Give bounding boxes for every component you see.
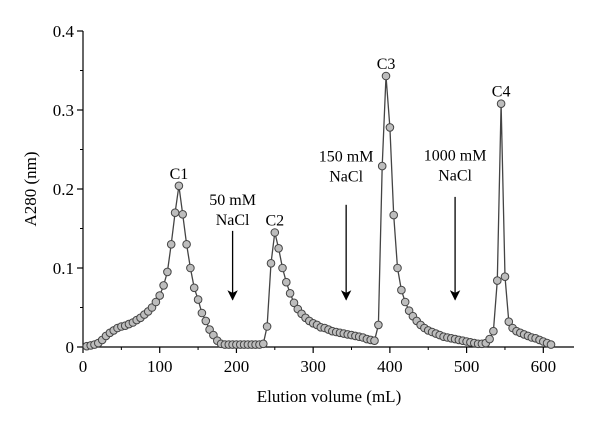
data-point <box>374 320 383 330</box>
x-tick-label: 500 <box>454 357 480 376</box>
data-point <box>385 123 395 132</box>
data-point <box>282 277 291 287</box>
y-tick-label: 0 <box>66 338 75 357</box>
salt-label-name: NaCl <box>438 168 472 185</box>
x-tick-label: 0 <box>79 357 88 376</box>
data-point <box>182 240 191 249</box>
data-point <box>170 208 180 217</box>
peak-label: C2 <box>265 212 284 229</box>
x-tick-label: 600 <box>531 357 557 376</box>
y-tick-label: 0.1 <box>53 259 74 278</box>
data-point <box>151 297 161 307</box>
data-point <box>397 285 406 295</box>
data-point <box>389 210 399 220</box>
data-point <box>400 297 410 307</box>
x-tick-label: 200 <box>224 357 250 376</box>
annotation-layer: C1 C2 C3 C4 50 mM NaCl 150 mM NaCl 1000 mM NaCl <box>170 56 511 301</box>
peak-label: C3 <box>377 56 396 73</box>
data-point <box>166 240 176 249</box>
data-point <box>485 334 494 344</box>
x-tick-label: 100 <box>147 357 173 376</box>
data-point <box>174 181 184 191</box>
data-point <box>262 322 272 331</box>
data-point <box>381 71 391 81</box>
x-tick-label: 400 <box>377 357 403 376</box>
data-point <box>274 244 283 253</box>
data-point <box>500 272 510 282</box>
data-point <box>159 281 168 290</box>
data-point <box>193 295 203 304</box>
peak-label: C4 <box>492 84 511 101</box>
data-point <box>270 228 280 237</box>
data-point <box>393 263 402 273</box>
series-layer <box>82 71 556 351</box>
data-point <box>285 289 295 298</box>
salt-label-name: NaCl <box>329 168 363 185</box>
data-point <box>504 317 514 327</box>
data-point <box>278 263 287 273</box>
y-axis-title: A280 (nm) <box>21 151 40 226</box>
data-point <box>289 298 299 308</box>
data-point <box>489 326 498 336</box>
data-point <box>259 339 268 349</box>
data-point <box>197 308 207 318</box>
data-point <box>493 276 502 285</box>
salt-label-concentration: 150 mM <box>319 148 374 165</box>
peak-label: C1 <box>170 166 189 183</box>
data-point <box>266 259 276 268</box>
axes: 0 100 200 300 400 500 600 0 0.1 0.2 0.3 0.4 <box>53 22 574 376</box>
data-point <box>496 99 506 108</box>
data-point <box>201 316 211 326</box>
y-tick-label: 0.3 <box>53 101 74 120</box>
x-axis-title: Elution volume (mL) <box>257 387 401 406</box>
data-point <box>370 336 379 346</box>
data-point <box>546 340 556 349</box>
salt-label-concentration: 1000 mM <box>424 148 487 165</box>
data-point <box>377 161 387 171</box>
data-point <box>163 267 172 277</box>
data-point <box>186 263 195 273</box>
data-point <box>189 283 199 293</box>
x-tick-label: 300 <box>300 357 326 376</box>
y-tick-label: 0.4 <box>53 22 75 41</box>
salt-label-concentration: 50 mM <box>209 192 256 209</box>
y-tick-label: 0.2 <box>53 180 74 199</box>
salt-label-name: NaCl <box>216 212 250 229</box>
data-point <box>178 210 187 219</box>
data-point <box>155 291 164 300</box>
